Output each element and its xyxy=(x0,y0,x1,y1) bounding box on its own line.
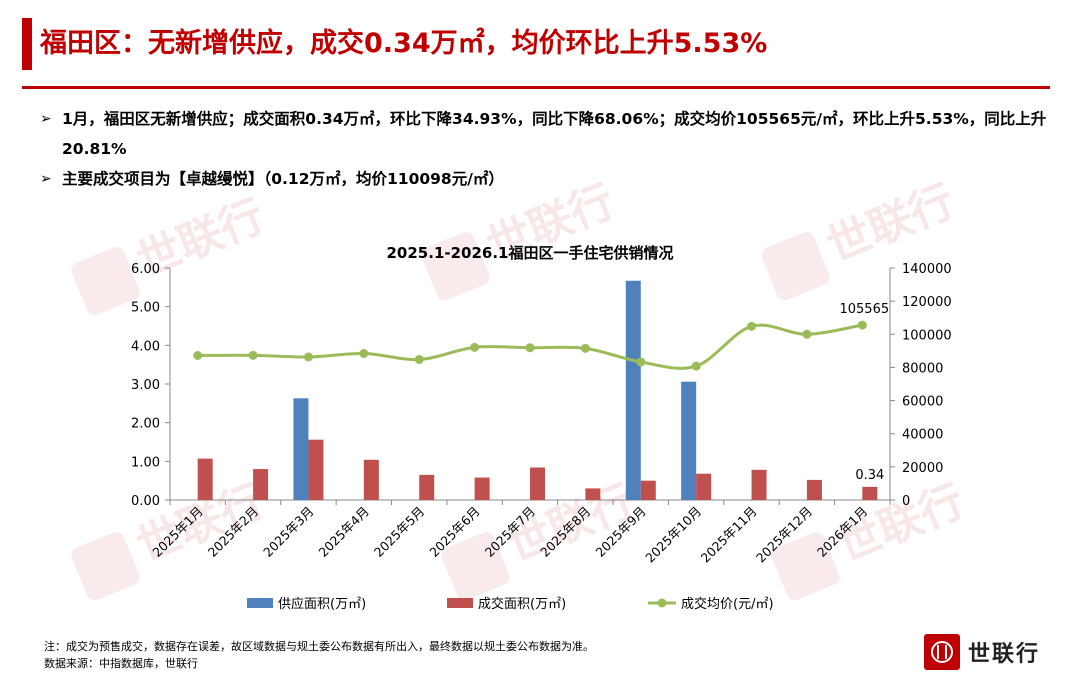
deal-bar xyxy=(419,474,435,500)
price-point xyxy=(359,349,369,359)
x-tick-label: 2025年10月 xyxy=(642,504,704,566)
x-tick-label: 2025年1月 xyxy=(149,504,205,560)
footnote-source: 数据来源：中指数据库，世联行 xyxy=(44,657,198,670)
footnote-note: 注：成交为预售成交，数据存在误差，故区域数据与规土委公布数据有所出入，最终数据以… xyxy=(44,640,594,653)
supply-bar xyxy=(293,398,309,500)
deal-bar xyxy=(253,469,269,500)
deal-bar xyxy=(363,459,379,500)
legend-price-label: 成交均价(元/㎡) xyxy=(681,596,774,612)
deal-bar xyxy=(585,488,601,500)
deal-bar xyxy=(474,477,490,500)
deal-bar xyxy=(640,480,656,500)
deal-bar xyxy=(308,439,324,500)
deal-bar xyxy=(862,486,878,500)
y-right-tick-label: 60000 xyxy=(902,395,943,410)
legend-supply-label: 供应面积(万㎡) xyxy=(278,596,366,612)
supply-bar xyxy=(625,280,641,500)
bullet-text-2: 主要成交项目为【卓越缦悦】（0.12万㎡，均价110098元/㎡） xyxy=(62,170,504,188)
y-right-tick-label: 80000 xyxy=(902,361,943,376)
price-point xyxy=(193,350,203,360)
page-title: 福田区：无新增供应，成交0.34万㎡，均价环比上升5.53% xyxy=(40,28,768,59)
company-logo: 世联行 xyxy=(924,632,1040,672)
supply-sales-chart: 2025.1-2026.1福田区一手住宅供销情况 0.00 1.00 2.00 3.00… xyxy=(131,244,952,612)
price-point xyxy=(857,320,867,330)
price-data-label: 105565 xyxy=(839,302,889,317)
x-tick-label: 2025年3月 xyxy=(260,504,316,560)
y-left-tick-label: 1.00 xyxy=(131,455,160,470)
chart-title: 2025.1-2026.1福田区一手住宅供销情况 xyxy=(387,244,674,262)
deal-bar xyxy=(696,473,712,500)
legend-deal-label: 成交面积(万㎡) xyxy=(478,596,566,612)
title-divider xyxy=(22,86,1050,89)
x-tick-label: 2025年11月 xyxy=(698,504,760,566)
price-point xyxy=(580,343,590,353)
summary-bullets: ➢ 1月，福田区无新增供应；成交面积0.34万㎡，环比下降34.93%，同比下降… xyxy=(38,104,1048,194)
y-right-tick-label: 40000 xyxy=(902,428,943,443)
y-left-tick-label: 2.00 xyxy=(131,417,160,432)
deal-bar xyxy=(197,458,213,500)
y-left-tick-label: 0.00 xyxy=(131,494,160,509)
footnotes: 注：成交为预售成交，数据存在误差，故区域数据与规土委公布数据有所出入，最终数据以… xyxy=(44,638,594,672)
x-tick-label: 2025年5月 xyxy=(371,504,427,560)
y-right-tick-label: 140000 xyxy=(902,262,952,277)
legend-price-marker xyxy=(657,598,667,608)
y-right-tick-label: 120000 xyxy=(902,295,952,310)
x-tick-label: 2026年1月 xyxy=(814,504,870,560)
price-point xyxy=(691,361,701,371)
y-left-tick-label: 3.00 xyxy=(131,378,160,393)
legend-supply-swatch xyxy=(247,598,273,608)
bullet-item-2: ➢ 主要成交项目为【卓越缦悦】（0.12万㎡，均价110098元/㎡） xyxy=(38,164,1048,194)
price-point xyxy=(470,342,480,352)
price-point xyxy=(636,357,646,367)
x-tick-label: 2025年12月 xyxy=(753,504,815,566)
company-logo-icon xyxy=(924,634,960,670)
price-point xyxy=(414,354,424,364)
deal-data-label: 0.34 xyxy=(855,468,884,483)
supply-bar xyxy=(681,381,697,500)
x-tick-label: 2025年9月 xyxy=(592,504,648,560)
company-logo-text: 世联行 xyxy=(968,642,1041,667)
arrow-bullet-icon: ➢ xyxy=(40,171,52,187)
y-right-tick-label: 0 xyxy=(902,494,910,509)
y-left-tick-label: 6.00 xyxy=(131,262,160,277)
y-left-tick-label: 5.00 xyxy=(131,301,160,316)
bullet-item-1: ➢ 1月，福田区无新增供应；成交面积0.34万㎡，环比下降34.93%，同比下降… xyxy=(38,104,1048,164)
deal-bar xyxy=(751,469,767,500)
x-tick-label: 2025年2月 xyxy=(205,504,261,560)
price-point xyxy=(303,352,313,362)
x-tick-label: 2025年8月 xyxy=(537,504,593,560)
bullet-text-1: 1月，福田区无新增供应；成交面积0.34万㎡，环比下降34.93%，同比下降68… xyxy=(62,110,1047,158)
price-point xyxy=(525,343,535,353)
y-right-tick-label: 20000 xyxy=(902,461,943,476)
x-tick-label: 2025年7月 xyxy=(482,504,538,560)
x-tick-label: 2025年4月 xyxy=(316,504,372,560)
x-tick-label: 2025年6月 xyxy=(426,504,482,560)
arrow-bullet-icon: ➢ xyxy=(40,111,52,127)
price-point xyxy=(747,321,757,331)
y-right-tick-label: 100000 xyxy=(902,328,952,343)
price-point xyxy=(248,350,258,360)
deal-bar xyxy=(806,479,822,500)
legend-deal-swatch xyxy=(447,598,473,608)
deal-bar xyxy=(530,467,545,500)
title-accent-bar: 福田区：无新增供应，成交0.34万㎡，均价环比上升5.53% xyxy=(22,18,767,70)
price-point xyxy=(802,329,812,339)
y-left-tick-label: 4.00 xyxy=(131,339,160,354)
